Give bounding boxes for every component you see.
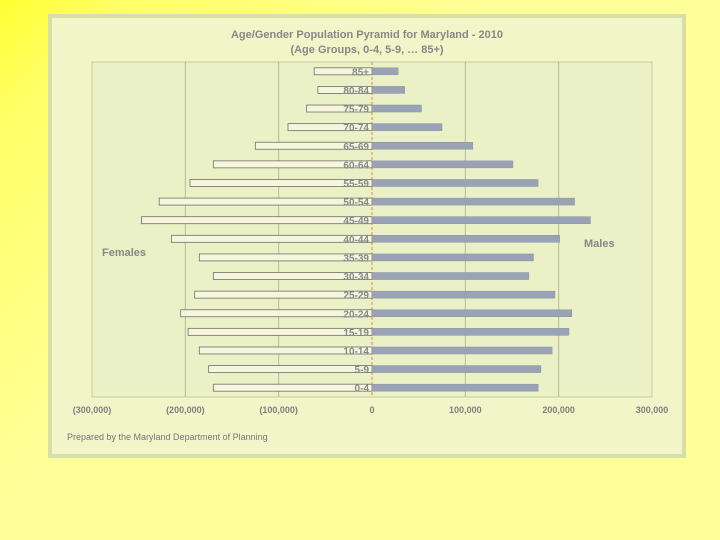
age-group-label: 40-44 xyxy=(343,235,369,246)
male-bar xyxy=(371,365,542,373)
male-bar xyxy=(371,86,405,94)
female-bar xyxy=(158,197,373,206)
x-tick-label: (200,000) xyxy=(166,405,205,415)
age-group-label: 45-49 xyxy=(343,216,369,227)
female-bar xyxy=(170,234,373,243)
age-group-label: 35-39 xyxy=(343,253,369,264)
male-bar xyxy=(371,179,539,187)
male-bar xyxy=(371,290,556,299)
chart-panel: 0-4 5-9 10-14 15-19 20-24 25-29 30-34 35-39 40-4… xyxy=(48,14,686,458)
male-bar xyxy=(371,253,534,262)
chart-subtitle: (Age Groups, 0-4, 5-9, … 85+) xyxy=(290,44,443,56)
age-group-label: 85+ xyxy=(352,67,369,78)
x-tick-label: 100,000 xyxy=(449,405,482,415)
age-group-label: 15-19 xyxy=(343,328,369,339)
male-bar xyxy=(371,104,422,113)
male-bar xyxy=(371,309,572,317)
male-bar xyxy=(371,123,443,131)
age-group-label: 65-69 xyxy=(343,142,369,153)
x-tick-label: 300,000 xyxy=(636,405,669,415)
male-bar xyxy=(371,142,474,150)
male-bar xyxy=(371,328,570,336)
male-bar xyxy=(371,383,539,392)
female-bar xyxy=(208,365,373,373)
age-group-label: 70-74 xyxy=(343,123,369,134)
females-label: Females xyxy=(102,247,146,259)
age-group-label: 0-4 xyxy=(355,384,370,395)
age-group-label: 55-59 xyxy=(343,179,369,190)
age-group-label: 30-34 xyxy=(343,272,369,283)
chart-title: Age/Gender Population Pyramid for Maryla… xyxy=(231,29,503,41)
female-bar xyxy=(212,383,373,392)
x-tick-label: (100,000) xyxy=(259,405,298,415)
male-bar xyxy=(371,67,399,76)
male-bar xyxy=(371,235,560,243)
x-tick-label: 0 xyxy=(369,405,374,415)
males-label: Males xyxy=(584,238,615,250)
age-group-label: 5-9 xyxy=(355,365,370,376)
male-bar xyxy=(371,216,591,224)
age-group-label: 25-29 xyxy=(343,291,369,302)
female-bar xyxy=(141,216,373,225)
age-group-label: 20-24 xyxy=(343,309,369,320)
male-bar xyxy=(371,197,575,206)
x-tick-label: (300,000) xyxy=(73,405,112,415)
male-bar xyxy=(371,346,553,355)
age-group-label: 60-64 xyxy=(343,160,369,171)
age-group-label: 50-54 xyxy=(343,198,369,209)
age-group-label: 10-14 xyxy=(343,346,369,357)
age-group-label: 75-79 xyxy=(343,105,369,116)
male-bar xyxy=(371,272,530,280)
population-pyramid-chart: 0-4 5-9 10-14 15-19 20-24 25-29 30-34 35-39 40-4… xyxy=(67,29,669,442)
age-group-label: 80-84 xyxy=(343,86,369,97)
male-bar xyxy=(371,160,514,169)
x-tick-label: 200,000 xyxy=(542,405,575,415)
footnote: Prepared by the Maryland Department of P… xyxy=(67,432,268,442)
